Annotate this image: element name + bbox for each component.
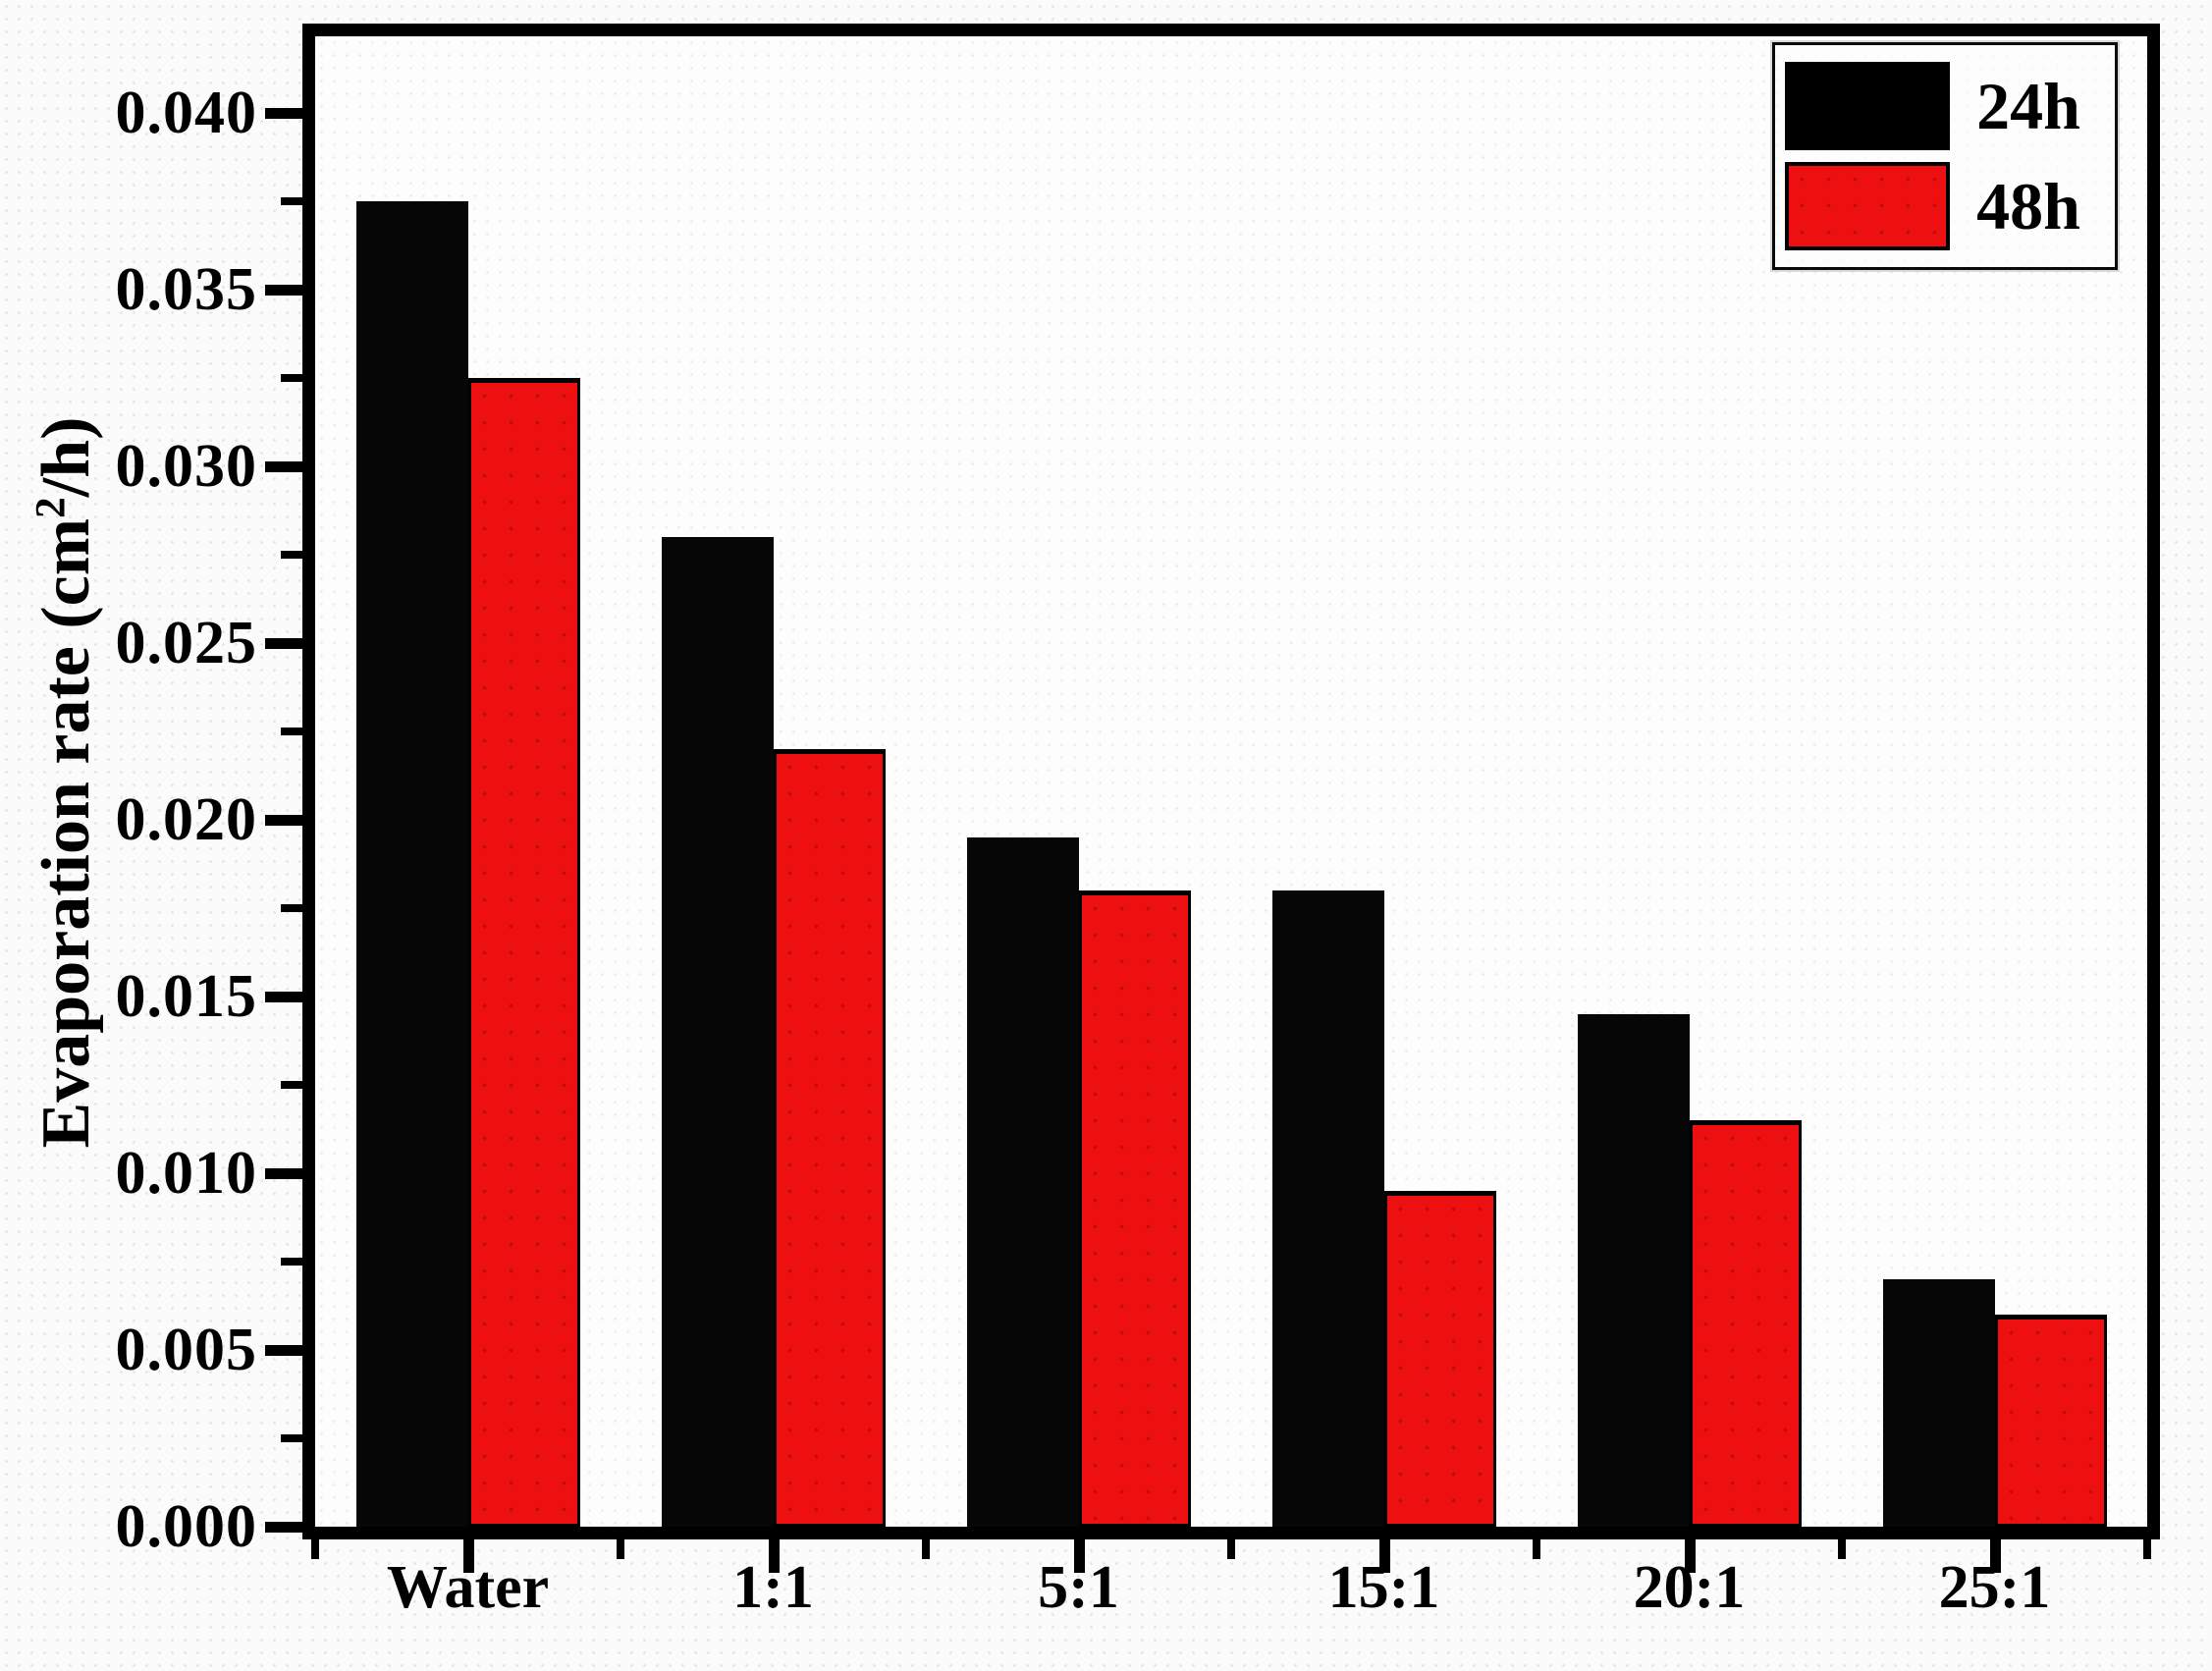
y-axis-minor-tick [281,904,302,912]
y-axis-tick-label: 0.020 [115,786,257,853]
legend-label-48h: 48h [1976,168,2080,243]
y-axis-major-tick [265,638,302,649]
legend-label-24h: 24h [1976,69,2080,144]
legend-item-24h: 24h [1785,62,2107,151]
y-axis-major-tick [265,1168,302,1179]
x-axis-minor-tick [311,1539,319,1559]
y-axis-major-tick [265,285,302,296]
x-axis-category-label: 15:1 [1327,1554,1440,1621]
legend-swatch-24h [1785,62,1950,151]
x-axis-category-label: 1:1 [732,1554,814,1621]
y-axis-tick-label: 0.025 [115,610,257,676]
x-axis-minor-tick [1227,1539,1235,1559]
y-axis-minor-tick [281,374,302,382]
y-axis-minor-tick [281,197,302,205]
y-axis-major-tick [265,1345,302,1356]
y-axis-major-tick [265,992,302,1002]
x-axis-major-tick [462,1539,474,1573]
plot-frame [302,24,2160,1539]
bar-24h-5-1 [966,837,1079,1527]
legend-swatch-48h [1785,161,1950,250]
y-axis-minor-tick [281,1434,302,1442]
y-axis-tick-label: 0.015 [115,963,257,1030]
y-axis-minor-tick [281,728,302,735]
x-axis-minor-tick [1838,1539,1846,1559]
y-axis-minor-tick [281,551,302,559]
x-axis-major-tick [1989,1539,2001,1573]
bar-24h-1-1 [661,537,774,1527]
y-axis-minor-tick [281,1258,302,1266]
x-axis-minor-tick [922,1539,930,1559]
bar-48h-20-1 [1689,1120,1802,1527]
x-axis-category-label: 5:1 [1038,1554,1119,1621]
y-axis-major-tick [265,108,302,119]
x-axis-minor-tick [1533,1539,1540,1559]
bar-48h-15-1 [1383,1191,1496,1527]
y-axis-major-tick [265,461,302,472]
bar-48h-1-1 [773,749,886,1527]
bar-24h-25-1 [1882,1279,1995,1527]
y-axis-tick-label: 0.040 [115,80,257,146]
legend-item-48h: 48h [1785,161,2107,250]
y-axis-tick-label: 0.030 [115,433,257,500]
bar-24h-water [355,201,468,1527]
y-axis-tick-label: 0.010 [115,1140,257,1207]
x-axis-category-label: Water [386,1554,550,1621]
plot-area [315,36,2147,1527]
y-axis-major-tick [265,815,302,826]
legend: 24h 48h [1772,42,2118,270]
x-axis-minor-tick [2143,1539,2151,1559]
y-axis-minor-tick [281,1081,302,1089]
bar-48h-25-1 [1994,1315,2107,1527]
x-axis-major-tick [1684,1539,1696,1573]
bar-48h-water [467,378,580,1527]
x-axis-major-tick [1378,1539,1390,1573]
y-axis-tick-label: 0.035 [115,256,257,323]
x-axis-major-tick [1073,1539,1085,1573]
x-axis-minor-tick [617,1539,624,1559]
x-axis-major-tick [768,1539,780,1573]
bar-24h-20-1 [1577,1014,1690,1527]
bar-24h-15-1 [1271,890,1384,1527]
y-axis-tick-label: 0.000 [115,1493,257,1560]
x-axis-category-label: 25:1 [1938,1554,2051,1621]
x-axis-category-label: 20:1 [1633,1554,1746,1621]
bar-48h-5-1 [1078,890,1191,1527]
y-axis-tick-label: 0.005 [115,1317,257,1383]
y-axis-major-tick [265,1522,302,1533]
